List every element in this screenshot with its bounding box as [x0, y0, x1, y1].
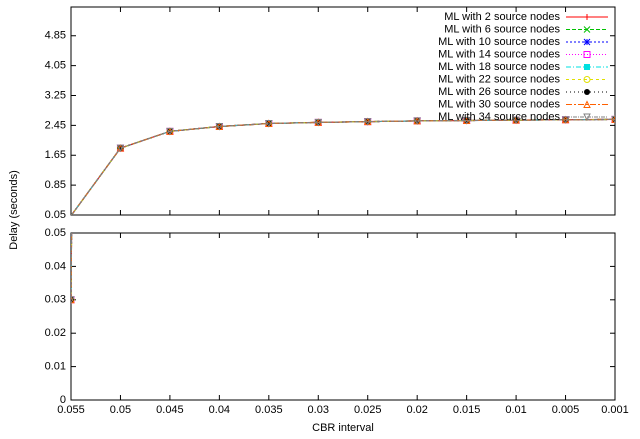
series-line: [71, 118, 615, 215]
y-tick-label: 0.04: [45, 260, 66, 272]
legend-label: ML with 18 source nodes: [438, 61, 560, 73]
x-tick-label: 0.025: [354, 404, 382, 416]
x-tick-label: 0.005: [552, 404, 580, 416]
marker: [265, 120, 272, 127]
y-tick-label: 0.03: [45, 294, 66, 306]
marker: [215, 122, 224, 131]
series-line: [71, 118, 615, 215]
legend-label: ML with 34 source nodes: [438, 111, 560, 123]
y-tick-label: 0.05: [45, 209, 66, 221]
marker: [166, 127, 174, 136]
y-tick-label: 0: [60, 394, 66, 406]
y-tick-label: 2.45: [45, 119, 66, 131]
legend-label: ML with 14 source nodes: [438, 48, 560, 60]
series-line: [71, 118, 615, 215]
x-tick-label: 0.015: [453, 404, 481, 416]
marker: [611, 115, 615, 124]
series-line: [71, 118, 615, 215]
legend-marker: [584, 14, 590, 20]
marker: [314, 118, 323, 127]
x-tick-label: 0.04: [209, 404, 230, 416]
legend-label: ML with 26 source nodes: [438, 86, 560, 98]
y-tick-label: 0.05: [45, 227, 66, 239]
legend-marker: [583, 113, 591, 122]
series-group: [71, 116, 615, 215]
marker: [71, 296, 75, 304]
x-tick-label: 0.035: [255, 404, 283, 416]
series-group: [71, 116, 615, 215]
marker: [512, 116, 520, 125]
series-line: [71, 118, 615, 215]
series-group: [71, 115, 615, 215]
x-tick-label: 0.045: [156, 404, 184, 416]
legend-label: ML with 10 source nodes: [438, 36, 560, 48]
series-group: [71, 115, 615, 215]
series-group: [71, 116, 615, 215]
marker: [561, 116, 570, 124]
y-tick-label: 1.65: [45, 149, 66, 161]
series-line: [71, 118, 615, 215]
series-group: [71, 115, 615, 215]
y-tick-label: 0.02: [45, 327, 66, 339]
series-line: [71, 118, 615, 215]
y-tick-label: 3.25: [45, 89, 66, 101]
legend-label: ML with 30 source nodes: [438, 98, 560, 110]
legend-marker: [583, 51, 591, 58]
legend-marker: [583, 100, 591, 108]
x-tick-label: 0.001: [601, 404, 629, 416]
series-group: [71, 233, 75, 304]
x-axis-label: CBR interval: [312, 422, 374, 434]
x-tick-label: 0.01: [505, 404, 526, 416]
x-tick-label: 0.05: [110, 404, 131, 416]
series-group: [71, 115, 615, 215]
top-panel-frame: [70, 6, 616, 216]
marker: [265, 120, 273, 128]
x-tick-label: 0.02: [406, 404, 427, 416]
marker: [116, 144, 125, 153]
legend-label: ML with 2 source nodes: [444, 11, 560, 23]
marker: [462, 117, 471, 125]
series-line: [71, 118, 615, 215]
y-tick-label: 4.05: [45, 60, 66, 72]
legend-label: ML with 22 source nodes: [438, 73, 560, 85]
legend-marker: [584, 64, 590, 70]
y-tick-label: 0.85: [45, 179, 66, 191]
series-group: [71, 116, 615, 215]
x-tick-label: 0.03: [308, 404, 329, 416]
series-group: [71, 116, 615, 215]
marker: [363, 118, 372, 126]
legend-marker: [583, 76, 591, 83]
y-axis-label: Delay (seconds): [8, 170, 20, 249]
marker: [413, 117, 421, 126]
y-tick-label: 0.01: [45, 361, 66, 373]
series-line: [71, 118, 615, 215]
legend-marker: [583, 26, 591, 33]
legend-marker: [583, 38, 591, 46]
legend-marker: [584, 89, 590, 95]
bottom-panel-frame: [70, 232, 616, 401]
legend-label: ML with 6 source nodes: [444, 23, 560, 35]
x-tick-label: 0.055: [57, 404, 85, 416]
y-tick-label: 4.85: [45, 30, 66, 42]
